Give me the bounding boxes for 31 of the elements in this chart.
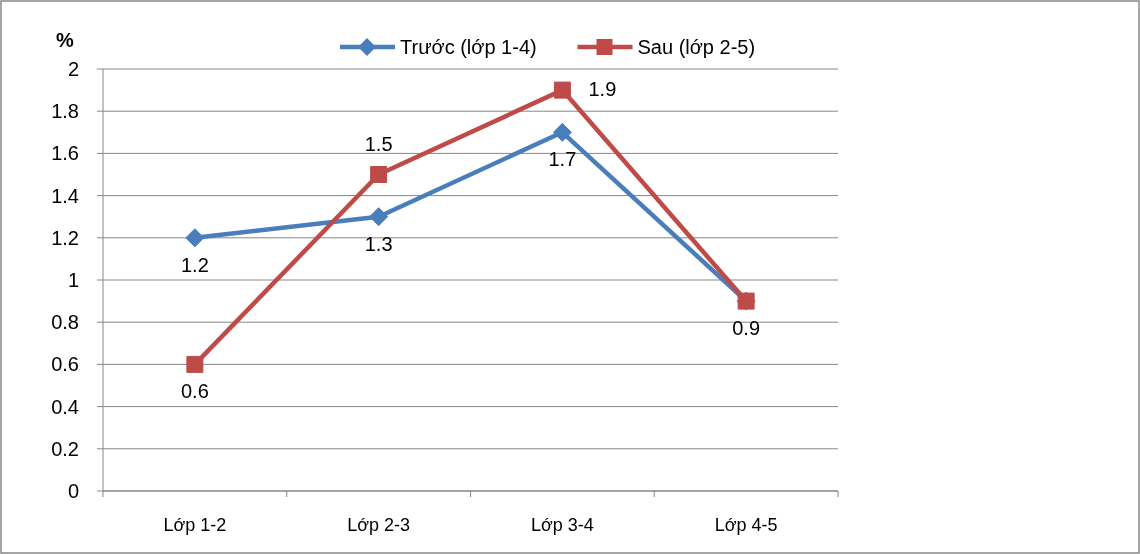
y-tick-label: 0.6 [51,353,79,376]
data-label: 0.9 [732,317,761,340]
y-tick-label: 1.2 [51,226,79,249]
data-label: 1.3 [364,232,393,255]
point [186,355,204,373]
data-label: 1.9 [588,78,617,101]
x-tick-label: Lớp 4-5 [714,515,778,535]
y-tick-label: 0 [67,480,79,502]
point [369,207,389,227]
point [370,166,388,183]
y-tick-label: 0.4 [51,395,79,418]
y-axis-title: % [56,29,75,51]
x-tick-label: Lớp 2-3 [347,515,411,535]
y-tick-label: 0.8 [51,311,79,334]
point [553,81,571,99]
point [552,122,572,142]
data-label: 0.6 [180,380,209,403]
y-tick-label: 1.4 [51,184,79,207]
data-label: 1.2 [180,253,209,276]
y-tick-label: 0.2 [51,437,79,460]
y-tick-label: 2 [67,58,79,80]
x-tick-label: Lớp 1-2 [163,515,227,535]
y-tick-label: 1.6 [51,142,79,165]
x-tick-label: Lớp 3-4 [530,515,594,535]
legend-label: Trước (lớp 1-4) [400,36,537,58]
data-label: 1.7 [548,148,577,171]
data-label: 1.5 [364,132,393,155]
legend-label: Sau (lớp 2-5) [637,36,756,58]
y-tick-label: 1 [67,269,79,291]
point [185,228,205,248]
y-tick-label: 1.8 [51,100,79,123]
